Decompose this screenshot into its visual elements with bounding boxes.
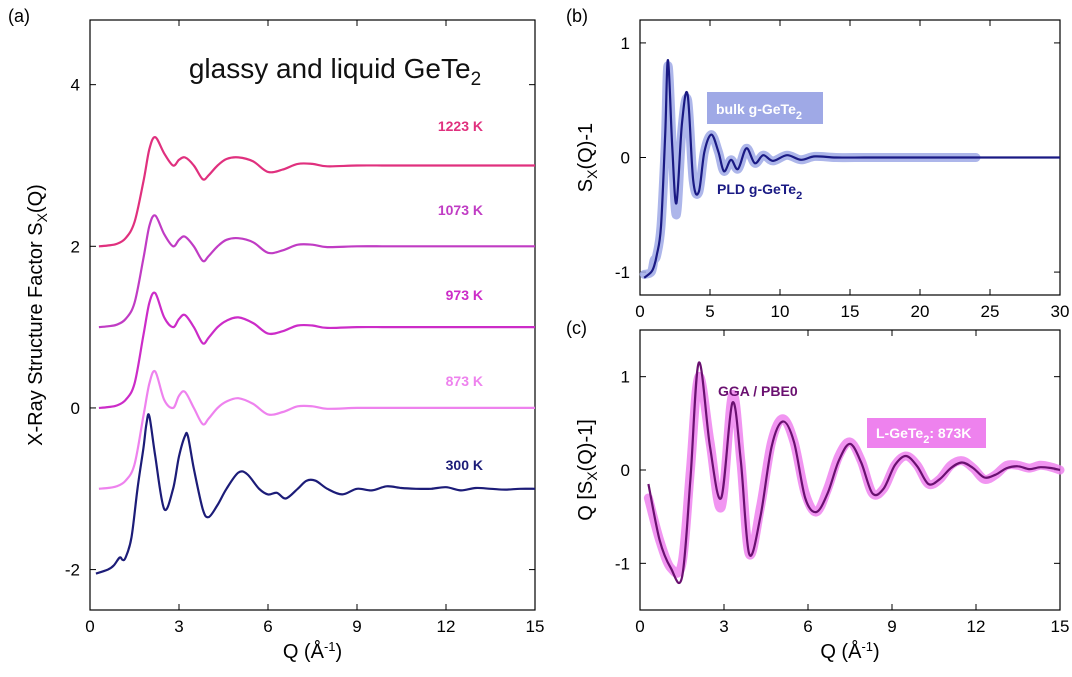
y-tick-label: 0 [621,461,630,480]
series-line [98,214,535,329]
x-tick-label: 0 [635,617,644,636]
panel-b: 0 5 10 15 20 25 30 -1 0 1 SX(Q)-1 bulk g-GeTe2 PLD g… [575,19,1070,321]
y-tick-label: 2 [71,237,80,256]
panel-c: 0 3 6 9 12 15 -1 0 1 Q (Å-1) Q [SX(Q)-1] L-GeTe2: 8… [575,329,1070,663]
x-tick-label: 0 [635,302,644,321]
y-tick-label: 4 [71,76,80,95]
panel-b-tag: (b) [566,6,588,26]
series-line [95,413,536,575]
y-axis-label: Q [SX(Q)-1] [575,419,600,521]
panel-a-tag: (a) [8,6,30,26]
x-tick-label: 12 [967,617,986,636]
x-tick-label: 9 [887,617,896,636]
series-line [98,369,535,490]
bulk-legend-box [707,92,823,124]
x-tick-label: 30 [1051,302,1070,321]
bulk-legend-label: bulk g-GeTe2 [716,101,802,122]
x-tick-label: 25 [981,302,1000,321]
y-tick-label: 0 [621,149,630,168]
y-tick-label: -1 [615,263,630,282]
series-label: 300 K [446,457,483,473]
x-tick-label: 10 [771,302,790,321]
series-label: 873 K [446,373,483,389]
x-tick-label: 0 [85,617,94,636]
y-tick-label: 1 [621,34,630,53]
plot-frame [89,19,536,611]
panel-a-title: glassy and liquid GeTe2 [189,53,481,90]
series-line [647,361,1061,585]
x-tick-label: 9 [352,617,361,636]
x-tick-label: 15 [526,617,545,636]
x-tick-label: 3 [174,617,183,636]
y-tick-label: -1 [615,554,630,573]
x-tick-label: 20 [911,302,930,321]
y-tick-label: 1 [621,368,630,387]
pld-legend-label: PLD g-GeTe2 [717,181,802,202]
y-axis-label: SX(Q)-1 [575,123,600,192]
series-label: 1223 K [438,118,483,134]
x-tick-label: 6 [803,617,812,636]
x-axis-label: Q (Å-1) [820,639,879,663]
y-tick-label: -2 [65,561,80,580]
y-tick-label: 0 [71,399,80,418]
x-tick-label: 15 [1051,617,1070,636]
series-label: 1073 K [438,202,483,218]
x-tick-label: 12 [437,617,456,636]
liquid-legend-label: L-GeTe2: 873K [876,425,971,446]
x-tick-label: 5 [705,302,714,321]
x-axis-label: Q (Å-1) [283,639,342,663]
series-line [98,136,535,248]
x-tick-label: 3 [719,617,728,636]
x-tick-label: 15 [841,302,860,321]
liquid-legend-box [867,418,986,448]
series-line [98,291,535,410]
series-label: 973 K [446,287,483,303]
panel-a: 0 3 6 9 12 15 -2 0 2 4 Q (Å-1) X-Ray Structure Fact… [25,19,545,663]
series-band [643,372,1065,578]
gga-legend-label: GGA / PBE0 [718,383,798,399]
y-axis-label: X-Ray Structure Factor SX(Q) [25,184,50,446]
panel-c-tag: (c) [566,318,587,338]
series-line [643,58,1060,279]
x-tick-label: 6 [263,617,272,636]
